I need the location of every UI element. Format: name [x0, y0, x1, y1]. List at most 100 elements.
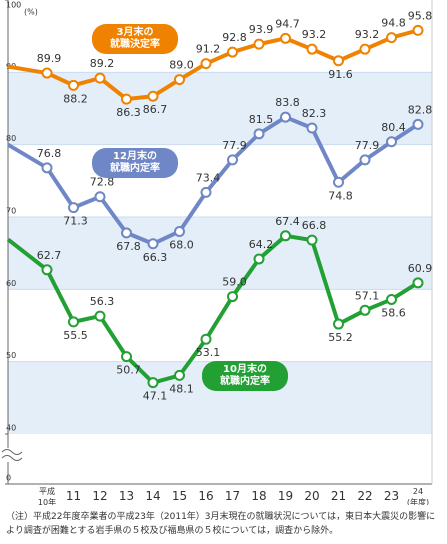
data-label: 76.8: [37, 147, 62, 160]
series-label: 10月末の 就職内定率: [202, 361, 288, 391]
point: [121, 93, 132, 105]
point: [227, 291, 238, 303]
y-tick-label: 60: [6, 279, 16, 288]
data-label: 74.8: [328, 189, 353, 202]
x-tick-label: 12: [92, 489, 107, 503]
data-label: 59.0: [222, 276, 247, 289]
x-tick-label: 21: [331, 489, 346, 503]
point: [386, 136, 397, 148]
point: [121, 351, 132, 363]
series-line: [6, 233, 420, 385]
point: [306, 43, 318, 55]
point: [227, 154, 238, 166]
point: [306, 234, 318, 246]
x-tick-label: 17: [225, 489, 240, 503]
axis-break: [1, 449, 23, 461]
series-line: [7, 28, 419, 102]
x-tick-label: 14: [145, 489, 160, 503]
y-unit: (%): [24, 8, 38, 17]
data-label: 86.3: [116, 106, 141, 119]
data-label: 56.3: [90, 295, 115, 308]
data-label: 86.7: [143, 103, 168, 116]
series-line: [6, 115, 420, 246]
point: [174, 369, 185, 381]
point: [359, 304, 371, 316]
point: [412, 118, 424, 130]
y-tick-label: 80: [6, 134, 16, 143]
point: [333, 55, 344, 67]
x-tick-label: 23: [384, 489, 399, 503]
data-label: 47.1: [143, 390, 168, 403]
point: [94, 310, 106, 322]
data-label: 67.8: [116, 240, 141, 253]
point: [412, 24, 424, 36]
data-label: 66.8: [302, 219, 327, 232]
data-label: 71.3: [63, 215, 88, 228]
x-tick-label: 13: [119, 489, 134, 503]
data-label: 77.9: [222, 139, 247, 152]
data-label: 48.1: [169, 382, 194, 395]
data-label: 83.8: [275, 96, 300, 109]
data-label: 94.7: [275, 17, 300, 30]
data-label: 91.2: [196, 43, 221, 56]
point: [200, 58, 212, 70]
point: [333, 176, 344, 188]
point: [200, 186, 212, 198]
data-label: 91.6: [328, 68, 353, 81]
data-label: 77.9: [355, 139, 380, 152]
y-tick-label: 50: [6, 351, 16, 360]
point: [253, 128, 265, 140]
data-label: 88.2: [63, 92, 88, 105]
band: [8, 217, 432, 290]
series-label: 3月末の 就職決定率: [92, 24, 178, 54]
data-label: 55.2: [328, 331, 353, 344]
y-tick-label: 100: [6, 1, 21, 10]
point: [280, 32, 291, 44]
data-label: 81.5: [249, 113, 274, 126]
data-label: 58.6: [381, 306, 406, 319]
point: [94, 72, 106, 84]
data-label: 72.8: [90, 176, 115, 189]
data-label: 62.7: [37, 249, 62, 262]
data-label: 92.8: [222, 31, 247, 44]
data-label: 89.9: [37, 52, 62, 65]
point: [412, 277, 424, 289]
data-label: 95.8: [408, 9, 433, 22]
point: [174, 74, 185, 86]
data-label: 82.3: [302, 107, 327, 120]
point: [200, 333, 212, 345]
x-tick-label: 22: [357, 489, 372, 503]
y-tick-label: 40: [6, 424, 16, 433]
point: [41, 67, 53, 79]
data-label: 68.0: [169, 238, 194, 251]
point: [41, 264, 53, 276]
x-tick-label: 16: [198, 489, 213, 503]
point: [333, 318, 344, 330]
point: [253, 253, 265, 265]
data-label: 80.4: [381, 121, 406, 134]
data-label: 93.9: [249, 23, 274, 36]
x-tick-label: 平成 10年: [38, 486, 56, 506]
point: [306, 122, 318, 134]
point: [121, 227, 132, 239]
point: [68, 316, 79, 328]
data-label: 89.0: [169, 59, 194, 72]
x-tick-label: 18: [251, 489, 266, 503]
x-tick-label: 19: [278, 489, 293, 503]
data-label: 66.3: [143, 251, 168, 264]
data-label: 73.4: [196, 171, 221, 184]
point: [147, 377, 159, 389]
x-tick-label: 11: [66, 489, 81, 503]
point: [386, 293, 397, 305]
point: [68, 79, 79, 91]
y-tick-label: 70: [6, 207, 16, 216]
point: [68, 202, 79, 214]
point: [253, 38, 265, 50]
data-label: 67.4: [275, 215, 300, 228]
data-label: 57.1: [355, 289, 380, 302]
point: [174, 225, 185, 237]
point: [147, 90, 159, 102]
y-tick-label: 0: [6, 474, 11, 483]
data-label: 94.8: [381, 17, 406, 30]
